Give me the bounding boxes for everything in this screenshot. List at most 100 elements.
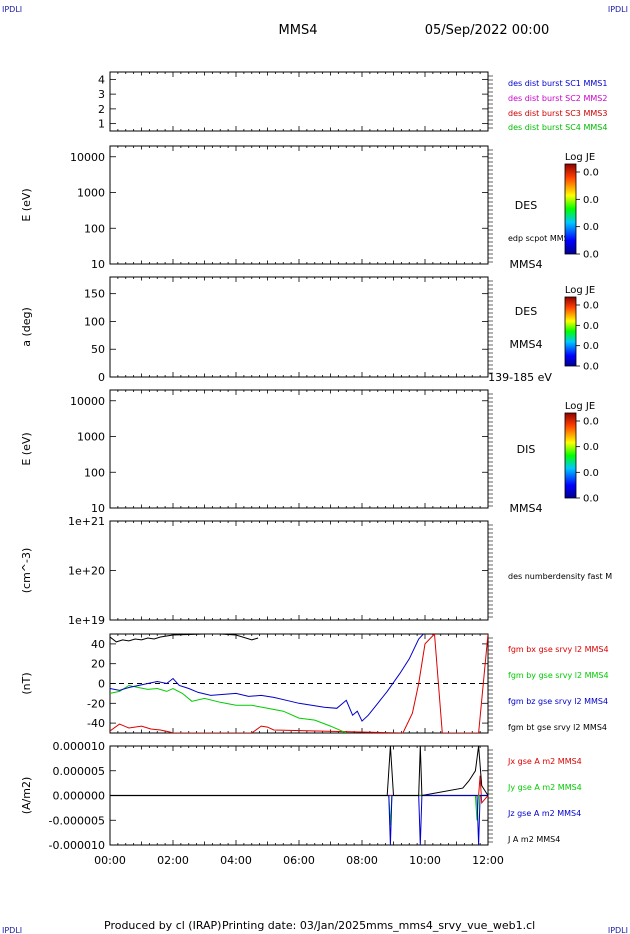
series-fgm-by-gse-srvy-l2-mms4: [110, 684, 347, 733]
series-jy-gse-a-m2-mms4: [110, 795, 488, 826]
y-tick-label: -20: [87, 697, 105, 710]
series-fgm-bz-gse-srvy-l2-mms4: [110, 634, 424, 722]
y-axis-label: E (eV): [20, 432, 33, 465]
series-fgm-bt-gse-srvy-l2-mms4: [110, 634, 259, 643]
legend-entry: fgm bx gse srvy l2 MMS4: [508, 645, 609, 654]
corner-label-top-right: IPDLI: [608, 5, 628, 14]
legend-entry: fgm bt gse srvy l2 MMS4: [508, 723, 607, 732]
colorbar-tick-label: 0.0: [583, 494, 599, 505]
panel-frame: [109, 389, 489, 509]
side-label: 139-185 eV: [488, 371, 552, 384]
legend-entry: Jy gse A m2 MMS4: [507, 783, 582, 792]
y-axis-label: a (deg): [20, 307, 33, 347]
side-label: DES: [515, 305, 537, 318]
y-tick-label: 0.000010: [53, 740, 106, 753]
x-tick-label: 10:00: [409, 854, 441, 867]
x-tick-label: 02:00: [157, 854, 189, 867]
y-tick-label: 10: [91, 502, 105, 515]
colorbar-tick-label: 0.0: [583, 250, 599, 261]
panel-frame: [109, 71, 489, 132]
x-tick-label: 12:00: [472, 854, 504, 867]
legend-entry: des dist burst SC4 MMS4: [508, 123, 607, 132]
y-tick-label: 1e+21: [68, 515, 105, 528]
colorbar-title: Log JE: [565, 285, 595, 296]
corner-label-bottom-right: IPDLI: [608, 926, 628, 934]
y-tick-label: -0.000010: [49, 839, 105, 852]
colorbar-tick-label: 0.0: [583, 442, 599, 453]
x-tick-label: 08:00: [346, 854, 378, 867]
series-fgm-bx-gse-srvy-l2-mms4: [110, 634, 488, 733]
y-tick-label: -40: [87, 717, 105, 730]
footer-printing-date: Printing date: 03/Jan/2025: [222, 919, 366, 932]
spacecraft-title: MMS4: [279, 23, 318, 38]
x-tick-label: 00:00: [94, 854, 126, 867]
legend-entry: des dist burst SC2 MMS2: [508, 94, 607, 103]
panel-des-pitch-angle: 0 50 100 150 a (deg) DES MMS4 139-185 eV Log JE 0…: [20, 276, 599, 384]
y-tick-label: 10000: [70, 151, 105, 164]
y-tick-label: 0.000000: [53, 790, 106, 803]
colorbar-tick-label: 0.0: [583, 195, 599, 206]
panels: 1 2 3 4 des dist burst SC1 MMS1 des dist burs…: [20, 71, 612, 867]
legend-entry: Jz gse A m2 MMS4: [507, 809, 581, 818]
y-tick-label: 20: [91, 658, 105, 671]
y-tick-label: 1000: [77, 187, 105, 200]
y-tick-label: 1e+20: [68, 565, 105, 578]
y-tick-label: 40: [91, 638, 105, 651]
panel-des-energy-spectrogram: 10 100 1000 10000 E (eV) DES edp scpot MMS4 MMS…: [20, 145, 599, 271]
corner-label-top-left: IPDLI: [2, 5, 22, 14]
y-tick-label: 1: [98, 118, 105, 131]
y-axis-label: (A/m2): [20, 777, 33, 815]
y-axis-label: (cm^-3): [20, 548, 33, 594]
y-tick-label: 4: [98, 73, 105, 86]
colorbar-tick-label: 0.0: [583, 321, 599, 332]
y-tick-label: 10: [91, 258, 105, 271]
side-label: MMS4: [510, 258, 543, 271]
colorbar: [564, 296, 577, 367]
x-tick-label: 06:00: [283, 854, 315, 867]
panel-current-density: -0.000010 -0.000005 0.000000 0.000005 0.0000…: [20, 740, 582, 852]
colorbar-tick-label: 0.0: [583, 468, 599, 479]
series-jz-gse-a-m2-mms4: [110, 795, 488, 845]
y-axis-label: (nT): [20, 672, 33, 694]
y-tick-label: 100: [84, 466, 105, 479]
colorbar-tick-label: 0.0: [583, 168, 599, 179]
y-tick-label: 0: [98, 678, 105, 691]
y-tick-label: 3: [98, 88, 105, 101]
y-tick-label: 50: [91, 343, 105, 356]
panel-magnetic-field: -40 -20 0 20 40 (nT) fgm bx gse srvy l2 MMS4 fg…: [20, 633, 609, 734]
panel-frame: [109, 276, 489, 378]
colorbar-tick-label: 0.0: [583, 417, 599, 428]
series-jx-gse-a-m2-mms4: [110, 775, 488, 805]
footer-produced-by: Produced by cl (IRAP): [104, 919, 221, 932]
panel-burst-flags: 1 2 3 4 des dist burst SC1 MMS1 des dist burs…: [98, 71, 607, 132]
date-title: 05/Sep/2022 00:00: [425, 23, 549, 38]
colorbar: [564, 163, 577, 255]
legend-entry: Jx gse A m2 MMS4: [507, 757, 582, 766]
y-tick-label: 1e+19: [68, 614, 105, 627]
y-tick-label: 100: [84, 315, 105, 328]
y-tick-label: -0.000005: [49, 814, 105, 827]
side-label: DIS: [517, 443, 536, 456]
y-tick-label: 1000: [77, 431, 105, 444]
footer-file-name: mms_mms4_srvy_vue_web1.cl: [366, 919, 535, 932]
y-tick-label: 100: [84, 222, 105, 235]
panel-number-density: 1e+19 1e+20 1e+21 (cm^-3) des numberdensity …: [20, 515, 612, 627]
legend-entry: J A m2 MMS4: [507, 835, 560, 844]
side-label: MMS4: [510, 502, 543, 515]
corner-label-bottom-left: IPDLI: [2, 926, 22, 934]
side-label: edp scpot MMS4: [508, 234, 574, 243]
panel-dis-energy-spectrogram: 10 100 1000 10000 E (eV) DIS MMS4 Log JE 0.0 0.0 0…: [20, 389, 599, 515]
y-tick-label: 2: [98, 103, 105, 116]
colorbar-tick-label: 0.0: [583, 301, 599, 312]
legend-entry: des numberdensity fast M: [508, 572, 612, 581]
panel-frame: [109, 145, 489, 265]
legend-entry: des dist burst SC1 MMS1: [508, 79, 607, 88]
panel-frame: [109, 520, 489, 621]
colorbar-tick-label: 0.0: [583, 222, 599, 233]
legend-entry: des dist burst SC3 MMS3: [508, 109, 607, 118]
y-tick-label: 10000: [70, 395, 105, 408]
y-axis-label: E (eV): [20, 188, 33, 221]
y-tick-label: 0: [98, 371, 105, 384]
colorbar-title: Log JE: [565, 401, 595, 412]
